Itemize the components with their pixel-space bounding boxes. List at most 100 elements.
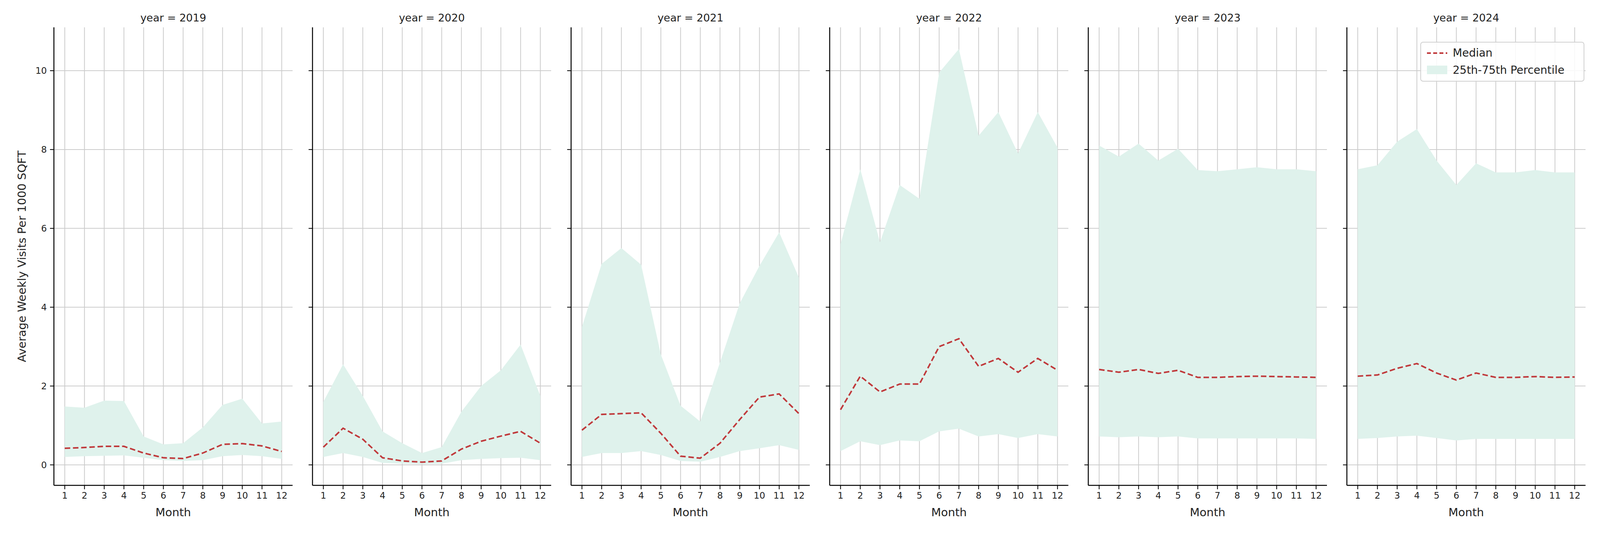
grid-line-y: [312, 228, 552, 229]
y-tick: [567, 464, 572, 466]
x-tick-label: 5: [140, 490, 147, 501]
x-tick-label: 10: [753, 490, 766, 501]
x-tick-label: 10: [236, 490, 249, 501]
x-tick: [1475, 485, 1477, 490]
grid-line-x: [281, 27, 283, 486]
x-tick-label: 11: [1290, 490, 1302, 501]
x-tick-label: 3: [1135, 490, 1142, 501]
x-tick: [660, 485, 662, 490]
panel: 123456789101112year = 2022Month: [825, 11, 1069, 520]
x-tick-label: 6: [936, 490, 943, 501]
y-tick: [308, 228, 313, 229]
panel: 123456789101112year = 2020Month: [308, 11, 552, 520]
x-tick: [103, 485, 105, 490]
x-tick: [778, 485, 780, 490]
x-tick-label: 12: [1051, 490, 1064, 501]
x-tick: [1515, 485, 1517, 490]
y-tick-label: 0: [41, 460, 47, 471]
x-tick-label: 5: [1175, 490, 1181, 501]
x-tick: [83, 485, 85, 490]
grid-line-y: [1088, 464, 1327, 466]
x-tick: [362, 485, 364, 490]
x-tick-label: 3: [876, 490, 883, 501]
percentile-band: [840, 49, 1058, 452]
x-tick: [700, 485, 701, 490]
x-tick-label: 2: [1116, 490, 1122, 501]
x-axis-label: Month: [1189, 505, 1226, 520]
y-tick: [567, 385, 572, 387]
x-tick: [241, 485, 243, 490]
x-tick-label: 2: [81, 490, 88, 501]
x-tick: [1138, 485, 1140, 490]
grid-line-x: [143, 27, 145, 486]
x-tick: [1197, 485, 1199, 490]
x-tick-label: 5: [657, 490, 664, 501]
x-tick-label: 9: [1512, 490, 1519, 501]
x-tick-label: 2: [340, 490, 347, 501]
x-tick: [1177, 485, 1179, 490]
grid-line-y: [571, 149, 810, 150]
x-tick: [460, 485, 462, 490]
grid-line-y: [1088, 70, 1327, 72]
panel: 1234567891011120246810year = 2019Month: [35, 11, 293, 520]
panel: 123456789101112year = 2021Month: [567, 11, 810, 520]
grid-line-y: [571, 70, 810, 72]
y-tick: [567, 70, 572, 72]
x-tick: [1037, 485, 1039, 490]
y-spine: [1346, 27, 1348, 486]
y-tick: [567, 149, 572, 150]
y-tick: [50, 464, 54, 466]
grid-line-y: [53, 70, 293, 72]
x-tick: [182, 485, 184, 490]
x-tick-label: 9: [219, 490, 226, 501]
grid-line-y: [571, 228, 810, 229]
x-tick: [1057, 485, 1058, 490]
x-tick: [480, 485, 482, 490]
y-tick: [825, 70, 830, 72]
y-tick: [825, 307, 830, 308]
y-tick: [50, 228, 54, 229]
x-tick-label: 8: [975, 490, 982, 501]
x-tick-label: 1: [578, 490, 585, 501]
x-tick: [1376, 485, 1378, 490]
percentile-band: [1099, 143, 1317, 440]
x-tick-label: 7: [1473, 490, 1479, 501]
x-tick-label: 3: [101, 490, 108, 501]
x-tick-label: 10: [1529, 490, 1542, 501]
x-tick-label: 2: [1374, 490, 1381, 501]
grid-line-y: [53, 228, 293, 229]
y-tick: [50, 307, 54, 308]
x-tick: [500, 485, 502, 490]
legend-label: 25th-75th Percentile: [1452, 63, 1565, 77]
y-tick: [50, 385, 54, 387]
x-tick-label: 4: [1155, 490, 1162, 501]
y-tick: [1084, 464, 1089, 466]
x-tick: [202, 485, 204, 490]
grid-line-x: [401, 27, 403, 486]
legend-label: Median: [1452, 46, 1493, 60]
x-tick-label: 9: [995, 490, 1002, 501]
y-tick: [1084, 385, 1089, 387]
x-tick-label: 9: [736, 490, 743, 501]
y-tick-label: 10: [35, 65, 47, 76]
x-tick-label: 5: [916, 490, 923, 501]
x-tick: [539, 485, 541, 490]
chart: 1234567891011120246810year = 2019Month12…: [0, 0, 1600, 533]
x-tick: [222, 485, 224, 490]
x-tick-label: 6: [677, 490, 684, 501]
y-spine: [829, 27, 831, 486]
grid-line-y: [312, 464, 552, 466]
x-tick: [919, 485, 920, 490]
x-tick-label: 6: [1194, 490, 1201, 501]
median-line: [323, 428, 541, 463]
x-tick: [1098, 485, 1100, 490]
x-tick: [859, 485, 861, 490]
y-spine: [312, 27, 314, 486]
percentile-band: [582, 232, 799, 463]
x-tick: [1236, 485, 1238, 490]
x-axis-label: Month: [672, 505, 709, 520]
x-tick-label: 11: [256, 490, 268, 501]
x-tick: [739, 485, 741, 490]
x-tick-label: 12: [1569, 490, 1581, 501]
x-axis-label: Month: [1448, 505, 1484, 520]
